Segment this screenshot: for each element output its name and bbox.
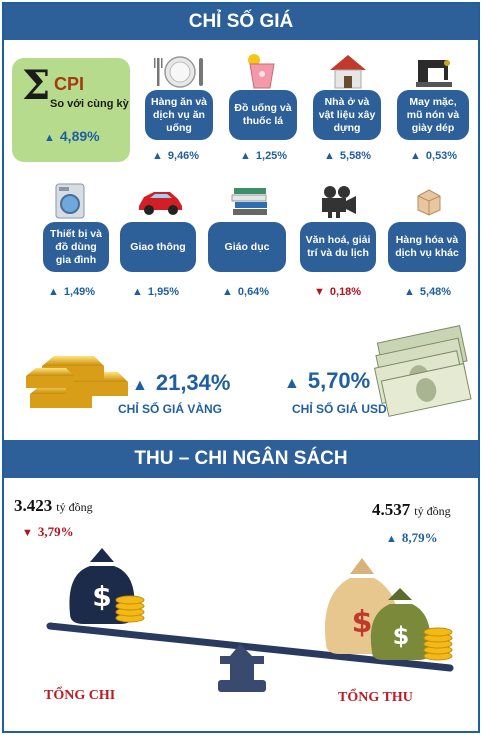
up-arrow-icon: ▲ — [386, 533, 397, 545]
category-value: ▲ 0,64% — [222, 286, 270, 298]
usd-index-value: ▲ 5,70% — [284, 368, 371, 393]
usd-index-label: CHỈ SỐ GIÁ USD — [292, 402, 387, 416]
gold-bars-icon — [26, 356, 128, 408]
category-card: Thiết bị và đồ dùng gia đình — [43, 222, 109, 272]
up-arrow-icon: ▲ — [222, 286, 233, 298]
gold-index-label: CHỈ SỐ GIÁ VÀNG — [118, 402, 223, 416]
gold-index-value: ▲ 21,34% — [132, 370, 231, 395]
sewing-machine-icon — [416, 60, 452, 87]
category-card: Đồ uống và thuốc lá — [229, 90, 297, 140]
budget-section-title: THU – CHI NGÂN SÁCH — [4, 440, 478, 478]
washing-machine-icon — [55, 183, 85, 219]
sigma-icon: Σ — [22, 62, 51, 109]
books-icon — [231, 188, 267, 215]
balance-scale-icon: $ $ $ — [46, 548, 454, 692]
drink-icon — [248, 54, 275, 89]
category-card: May mặc, mũ nón và giày dép — [397, 90, 469, 140]
up-arrow-icon: ▲ — [410, 150, 421, 162]
revenue-change: ▲ 8,79% — [386, 530, 438, 545]
category-card: Hàng hóa và dịch vụ khác — [388, 222, 466, 272]
up-arrow-icon: ▲ — [284, 375, 300, 392]
total-spending-label: TỔNG CHI — [44, 688, 116, 703]
dollar-bills-icon — [374, 325, 472, 417]
up-arrow-icon: ▲ — [324, 150, 335, 162]
category-card: Hàng ăn và dịch vụ ăn uống — [145, 90, 213, 140]
film-camera-icon — [322, 186, 356, 218]
up-arrow-icon: ▲ — [48, 286, 59, 298]
spending-amount: 3.423 tỷ đồng — [14, 496, 93, 515]
cpi-label: CPI — [54, 74, 85, 94]
revenue-amount: 4.537 tỷ đồng — [372, 500, 451, 519]
house-icon — [330, 55, 366, 89]
category-value: ▲ 5,58% — [324, 150, 372, 162]
category-value: ▲ 5,48% — [404, 286, 452, 298]
category-value: ▼ 0,18% — [314, 286, 362, 298]
cpi-card: Σ CPI So với cùng kỳ ▲ 4,89% — [12, 58, 130, 162]
category-value: ▲ 9,46% — [152, 150, 200, 162]
car-icon — [139, 192, 182, 215]
tableware-icon — [154, 56, 203, 88]
category-card: Nhà ở và vật liệu xây dựng — [313, 90, 381, 140]
up-arrow-icon: ▲ — [132, 377, 148, 394]
up-arrow-icon: ▲ — [404, 286, 415, 298]
up-arrow-icon: ▲ — [240, 150, 251, 162]
svg-text:$: $ — [92, 580, 111, 613]
price-section-title: CHỈ SỐ GIÁ — [4, 4, 478, 40]
svg-text:$: $ — [352, 605, 373, 640]
category-card: Giao thông — [120, 222, 196, 272]
up-arrow-icon: ▲ — [44, 132, 55, 144]
cpi-value: ▲ 4,89% — [44, 128, 100, 144]
down-arrow-icon: ▼ — [314, 286, 325, 298]
spending-change: ▼ 3,79% — [22, 524, 74, 539]
svg-text:$: $ — [393, 622, 410, 650]
category-value: ▲ 1,49% — [48, 286, 96, 298]
category-value: ▲ 1,95% — [132, 286, 180, 298]
category-value: ▲ 0,53% — [410, 150, 458, 162]
down-arrow-icon: ▼ — [22, 527, 33, 539]
category-card: Giáo dục — [208, 222, 286, 272]
box-icon — [417, 189, 441, 216]
cpi-sublabel: So với cùng kỳ — [50, 98, 129, 110]
category-value: ▲ 1,25% — [240, 150, 288, 162]
category-card: Văn hoá, giải trí và du lịch — [300, 222, 376, 272]
up-arrow-icon: ▲ — [152, 150, 163, 162]
total-revenue-label: TỔNG THU — [338, 690, 413, 705]
up-arrow-icon: ▲ — [132, 286, 143, 298]
